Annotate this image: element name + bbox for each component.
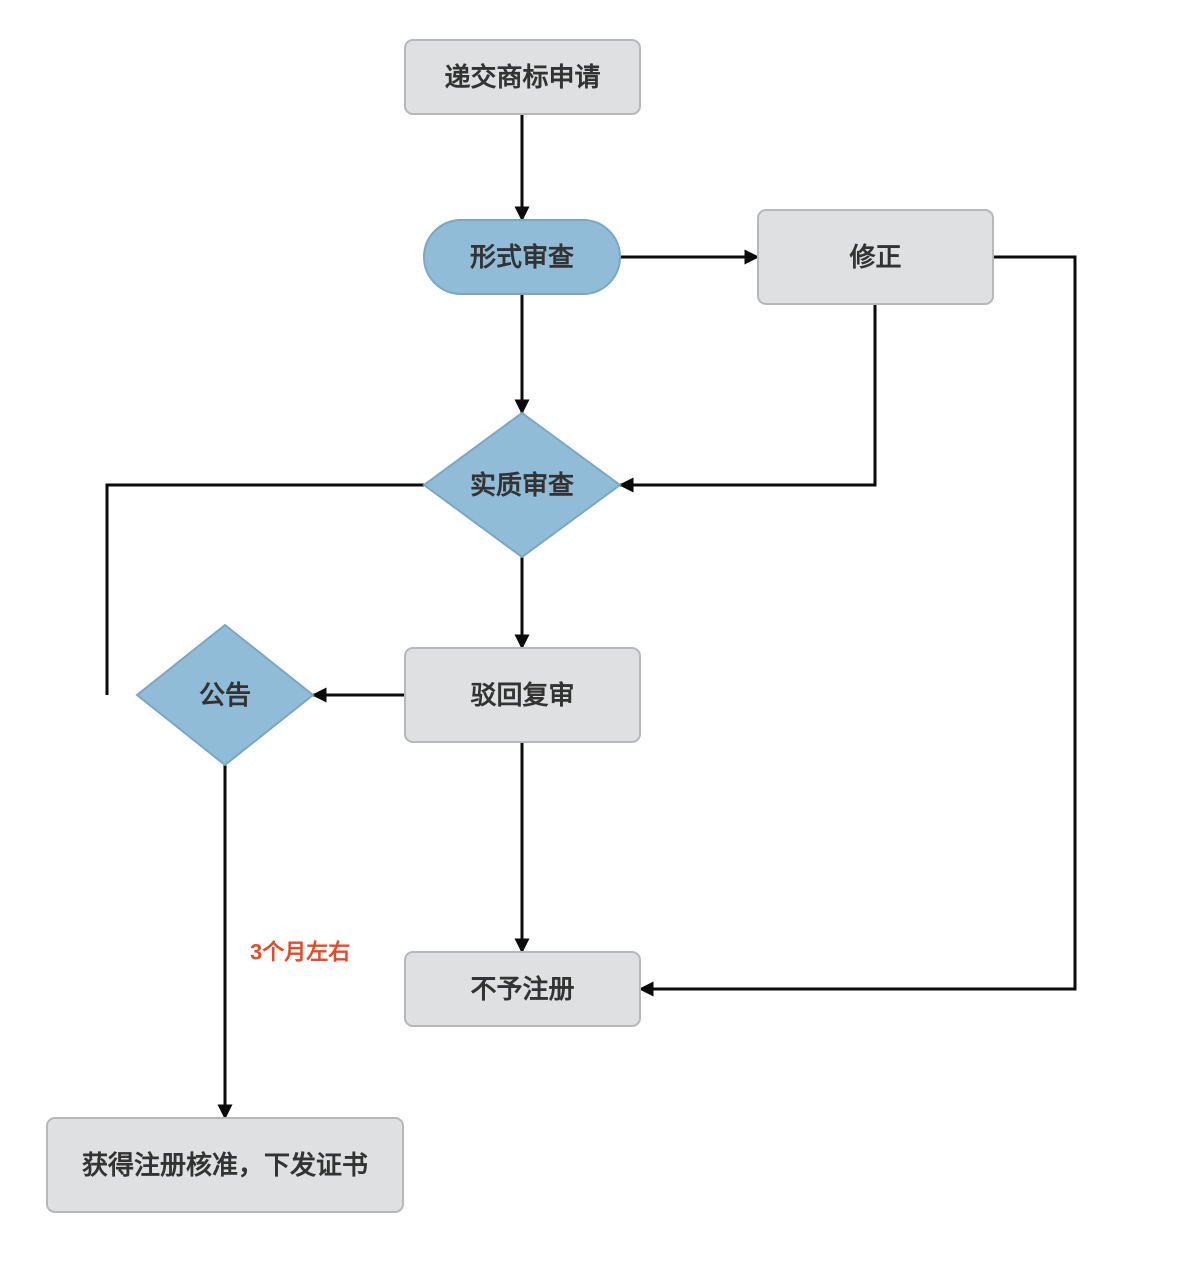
node-announce: 公告 [137,625,313,765]
node-submit: 递交商标申请 [405,40,640,114]
node-correct: 修正 [758,210,993,304]
node-label-announce: 公告 [199,680,251,710]
node-cert: 获得注册核准，下发证书 [47,1118,403,1212]
node-label-reject: 驳回复审 [470,680,574,710]
node-label-correct: 修正 [848,242,901,272]
node-subst: 实质审查 [424,413,620,557]
edge-e-far-noreg [640,257,1075,989]
node-label-submit: 递交商标申请 [444,62,600,92]
node-reject: 驳回复审 [405,648,640,742]
annotation-a-duration: 3个月左右 [250,940,350,965]
node-label-cert: 获得注册核准，下发证书 [82,1150,368,1180]
node-label-subst: 实质审查 [470,470,574,500]
flowchart-canvas: 递交商标申请形式审查 修正实质审查驳回复审 公告不予注册获得注册核准，下发证书 3个月… [0,0,1200,1280]
node-label-formal: 形式审查 [470,242,574,272]
node-label-noreg: 不予注册 [470,974,574,1004]
edge-e-correct-subst [620,304,875,485]
node-noreg: 不予注册 [405,952,640,1026]
node-formal: 形式审查 [424,220,620,294]
